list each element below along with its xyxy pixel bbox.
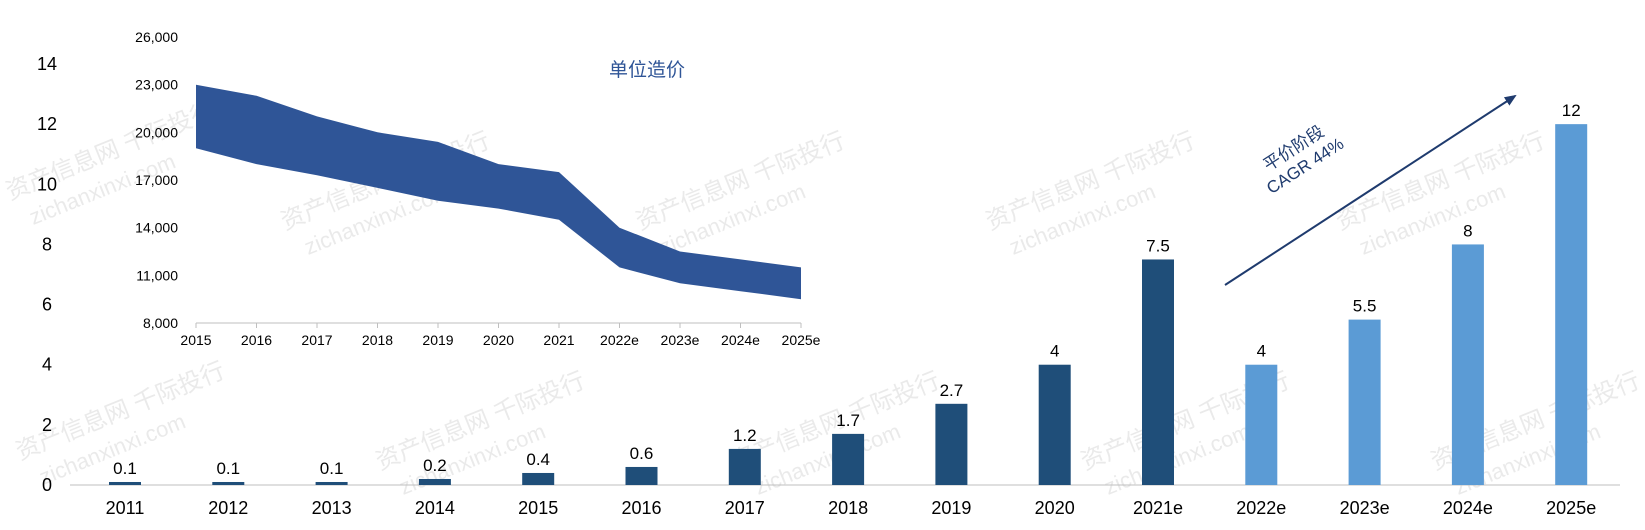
inset-x-tick-2024e: 2024e bbox=[721, 332, 760, 348]
main-x-tick-2013: 2013 bbox=[312, 498, 352, 518]
inset-x-tick-2020: 2020 bbox=[483, 332, 514, 348]
inset-y-tick-label: 17,000 bbox=[135, 172, 178, 188]
main-data-label-2022e: 4 bbox=[1257, 342, 1266, 361]
inset-y-tick-label: 14,000 bbox=[135, 220, 178, 236]
main-bars bbox=[109, 124, 1588, 486]
main-x-tick-2015: 2015 bbox=[518, 498, 558, 518]
inset-y-tick-label: 26,000 bbox=[135, 29, 178, 45]
main-bar-2012 bbox=[212, 481, 245, 485]
inset-x-tick-2018: 2018 bbox=[362, 332, 393, 348]
main-data-label-2021e: 7.5 bbox=[1146, 236, 1170, 255]
inset-x-axis: 2015 2016 2017 2018 2019 2020 2021 2022e 2023e 20… bbox=[180, 332, 820, 348]
main-y-tick-label: 10 bbox=[37, 174, 57, 194]
main-x-tick-2014: 2014 bbox=[415, 498, 455, 518]
inset-x-tickmarks bbox=[195, 323, 802, 328]
inset-cost-band bbox=[196, 84, 801, 300]
main-y-tick-label: 12 bbox=[37, 114, 57, 134]
inset-unit-cost-chart: 单位造价 8,000 11,000 14,000 17,000 20,000 23,000… bbox=[135, 29, 821, 348]
main-x-tick-2019: 2019 bbox=[931, 498, 971, 518]
main-bar-2024e bbox=[1451, 244, 1484, 485]
main-x-tick-2022e: 2022e bbox=[1236, 498, 1286, 518]
inset-x-tick-2015: 2015 bbox=[180, 332, 211, 348]
inset-x-tick-2025e: 2025e bbox=[782, 332, 821, 348]
main-bar-2016 bbox=[625, 466, 658, 485]
main-y-tick-label: 2 bbox=[42, 415, 52, 435]
inset-x-tick-2022e: 2022e bbox=[600, 332, 639, 348]
main-data-label-2012: 0.1 bbox=[216, 459, 240, 478]
main-y-tick-label: 4 bbox=[42, 355, 52, 375]
main-bar-2017 bbox=[728, 448, 761, 485]
main-x-tick-2011: 2011 bbox=[106, 498, 145, 518]
main-x-tick-2021e: 2021e bbox=[1133, 498, 1183, 518]
inset-y-axis: 8,000 11,000 14,000 17,000 20,000 23,000 26,00… bbox=[135, 29, 178, 331]
trend-arrow bbox=[1224, 94, 1517, 286]
main-data-label-2024e: 8 bbox=[1463, 221, 1472, 240]
inset-title: 单位造价 bbox=[609, 59, 685, 81]
main-bar-chart: 0 2 4 6 8 10 12 14 0.1 0.1 0.1 0.2 0.4 0.6 1.2 1.7 2.7 4… bbox=[37, 54, 1620, 518]
inset-x-tick-2023e: 2023e bbox=[661, 332, 700, 348]
main-y-tick-label: 8 bbox=[42, 234, 52, 254]
main-bar-2023e bbox=[1348, 319, 1381, 485]
main-x-tick-2016: 2016 bbox=[621, 498, 661, 518]
main-x-tick-2020: 2020 bbox=[1035, 498, 1075, 518]
inset-y-tick-label: 8,000 bbox=[143, 315, 178, 331]
main-bar-2021e bbox=[1142, 259, 1174, 485]
main-data-label-2011: 0.1 bbox=[113, 459, 137, 478]
inset-y-tick-label: 23,000 bbox=[135, 77, 178, 93]
main-data-labels: 0.1 0.1 0.1 0.2 0.4 0.6 1.2 1.7 2.7 4 7.5 4 5.5 8 12 bbox=[113, 101, 1580, 478]
main-bar-2018 bbox=[832, 433, 865, 485]
inset-x-tick-2019: 2019 bbox=[422, 332, 453, 348]
main-data-label-2017: 1.2 bbox=[733, 426, 757, 445]
main-bar-2019 bbox=[935, 403, 968, 485]
main-bar-2014 bbox=[418, 478, 451, 485]
main-y-tick-label: 14 bbox=[37, 54, 57, 74]
main-x-tick-2017: 2017 bbox=[725, 498, 765, 518]
main-data-label-2018: 1.7 bbox=[836, 411, 860, 430]
inset-x-tick-2016: 2016 bbox=[241, 332, 272, 348]
main-data-label-2023e: 5.5 bbox=[1353, 297, 1377, 316]
main-data-label-2020: 4 bbox=[1050, 342, 1059, 361]
inset-x-tick-2021: 2021 bbox=[543, 332, 574, 348]
main-bar-2025e bbox=[1555, 124, 1588, 486]
main-data-label-2025e: 12 bbox=[1562, 101, 1581, 120]
inset-x-tick-2017: 2017 bbox=[301, 332, 332, 348]
main-y-tick-label: 0 bbox=[42, 475, 52, 495]
main-data-label-2019: 2.7 bbox=[940, 381, 964, 400]
main-bar-2015 bbox=[522, 472, 555, 485]
main-bar-2013 bbox=[315, 481, 348, 485]
main-x-axis: 2011 2012 2013 2014 2015 2016 2017 2018 2019 2020… bbox=[106, 498, 1597, 518]
main-x-tick-2023e: 2023e bbox=[1340, 498, 1390, 518]
main-bar-2020 bbox=[1038, 364, 1071, 485]
main-data-label-2014: 0.2 bbox=[423, 456, 447, 475]
main-x-tick-2024e: 2024e bbox=[1443, 498, 1493, 518]
main-y-axis: 0 2 4 6 8 10 12 14 bbox=[37, 54, 57, 495]
main-y-tick-label: 6 bbox=[42, 295, 52, 315]
inset-y-tick-label: 11,000 bbox=[136, 267, 178, 283]
main-data-label-2015: 0.4 bbox=[526, 450, 550, 469]
main-x-tick-2018: 2018 bbox=[828, 498, 868, 518]
main-bar-2022e bbox=[1245, 364, 1278, 485]
main-x-tick-2025e: 2025e bbox=[1546, 498, 1596, 518]
main-data-label-2016: 0.6 bbox=[630, 444, 654, 463]
inset-y-tick-label: 20,000 bbox=[135, 124, 178, 140]
main-x-tick-2012: 2012 bbox=[208, 498, 248, 518]
main-data-label-2013: 0.1 bbox=[320, 459, 344, 478]
main-bar-2011 bbox=[109, 481, 141, 485]
